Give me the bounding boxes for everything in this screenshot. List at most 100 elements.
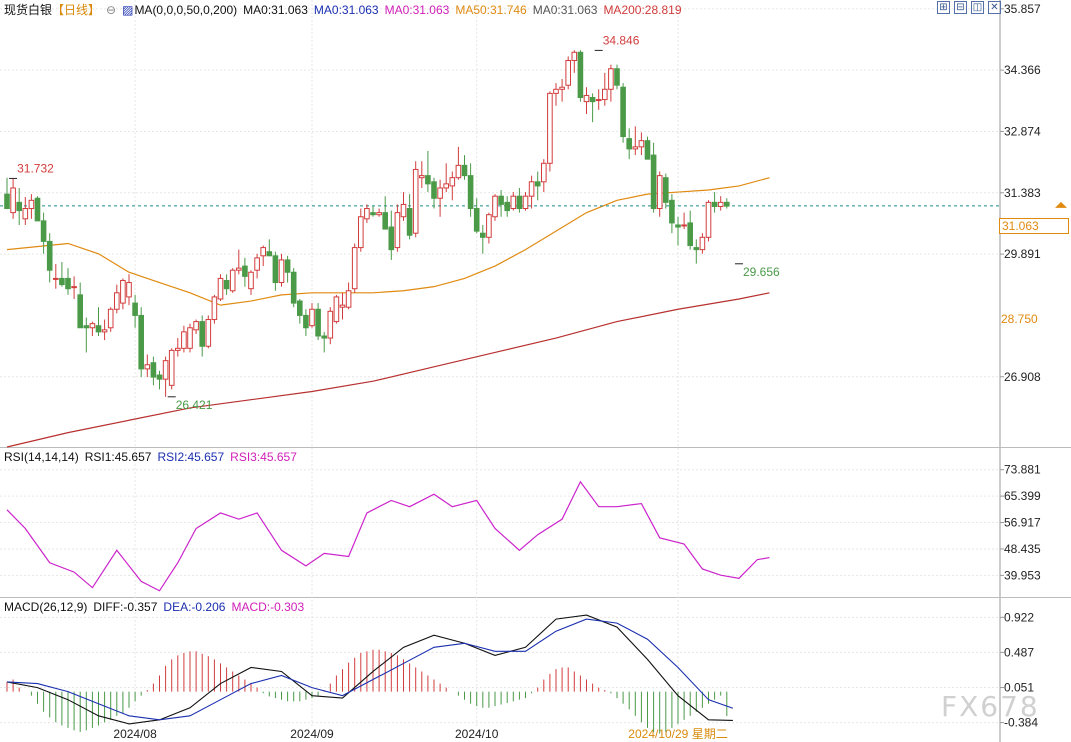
candle-body xyxy=(406,208,413,236)
candle-body xyxy=(388,226,395,251)
price-axis-tick-label: 35.857 xyxy=(1004,2,1041,16)
candle-body xyxy=(656,175,663,210)
candle-body xyxy=(242,265,248,277)
macd-dea-line xyxy=(6,618,734,721)
price-axis-tick-label: 26.908 xyxy=(1004,370,1041,384)
candle-body xyxy=(290,271,297,304)
candle-body xyxy=(333,296,340,323)
period-label[interactable]: 【日线】 xyxy=(52,3,101,17)
candle-body xyxy=(541,162,547,183)
extreme-label: 29.656 xyxy=(743,265,780,279)
candle-body xyxy=(266,251,273,257)
chart-toolbar: ⊞ ⊟ ◫ ✕ xyxy=(937,1,1001,14)
candle-body xyxy=(425,175,431,185)
rsi-axis-tick-label: 65.399 xyxy=(1004,489,1041,503)
restore-icon[interactable]: ◫ xyxy=(971,1,984,14)
candle-body xyxy=(650,154,657,210)
candle-body xyxy=(534,181,541,187)
date-label: 2024/08 xyxy=(113,727,157,741)
candle-body xyxy=(711,201,718,207)
macd-settings[interactable]: MACD(26,12,9) xyxy=(4,600,88,614)
candle-body xyxy=(71,286,77,289)
rsi-settings[interactable]: RSI(14,14,14) xyxy=(4,450,79,464)
candle-body xyxy=(229,269,236,292)
candle-body xyxy=(449,177,456,187)
rsi-axis-tick-label: 56.917 xyxy=(1004,516,1041,530)
rsi-axis-tick-label: 48.435 xyxy=(1004,542,1041,556)
candle-body xyxy=(620,86,626,138)
ma-settings[interactable]: MA(0,0,0,50,0,200) xyxy=(134,3,238,17)
candle-body xyxy=(376,212,382,216)
rsi-axis-tick-label: 39.953 xyxy=(1004,568,1041,582)
candle-body xyxy=(522,195,529,210)
candle-body xyxy=(553,88,559,94)
candle-body xyxy=(419,175,425,179)
macd-legend: MACD(26,12,9) DIFF:-0.357 DEA:-0.206 MACD:-… xyxy=(4,600,310,614)
macd-axis-tick-label: 0.922 xyxy=(1004,610,1034,624)
candle-body xyxy=(10,187,16,214)
candle-body xyxy=(175,347,181,351)
date-label: 2024/10 xyxy=(455,727,499,741)
candle-body xyxy=(138,314,144,370)
candle-body xyxy=(4,193,10,210)
candle-body xyxy=(528,181,535,197)
candle-body xyxy=(681,224,687,227)
candle-body xyxy=(455,164,462,179)
candle-body xyxy=(437,187,443,199)
zoom-out-icon[interactable]: ⊟ xyxy=(954,1,967,14)
candle-body xyxy=(22,208,29,220)
candle-body xyxy=(589,97,596,103)
indicator-chart-icon[interactable]: ▨ xyxy=(122,3,134,17)
candle-body xyxy=(272,255,279,284)
candle-body xyxy=(443,183,449,189)
macd-item: DIFF:-0.357 xyxy=(93,600,158,614)
candle-body xyxy=(693,247,700,251)
macd-axis-tick-label: 0.487 xyxy=(1004,645,1034,659)
candle-body xyxy=(644,140,651,160)
candle-body xyxy=(315,308,321,337)
settings-icon[interactable]: ⊖ xyxy=(106,3,117,17)
rsi-item: RSI1:45.657 xyxy=(84,450,152,464)
close-icon[interactable]: ✕ xyxy=(988,1,1001,14)
candle-body xyxy=(211,296,218,321)
candle-body xyxy=(199,321,205,347)
candle-body xyxy=(705,201,712,238)
candle-body xyxy=(260,247,266,257)
ma-item: MA0:31.063 xyxy=(243,3,308,17)
candle-body xyxy=(492,195,498,218)
candle-body xyxy=(297,300,303,316)
candle-body xyxy=(217,277,224,300)
candle-body xyxy=(614,68,620,86)
last-price-marker-icon xyxy=(1055,201,1067,208)
candle-body xyxy=(89,323,96,329)
candle-body xyxy=(559,86,565,90)
candle-body xyxy=(339,304,346,308)
candle-body xyxy=(205,319,212,347)
candle-body xyxy=(608,68,614,90)
candle-body xyxy=(595,99,602,102)
zoom-in-icon[interactable]: ⊞ xyxy=(937,1,950,14)
date-label: 2024/10/29 星期二 xyxy=(628,727,727,741)
candle-body xyxy=(53,277,59,280)
ma50-line xyxy=(6,177,770,306)
candle-body xyxy=(382,212,388,230)
candle-body xyxy=(583,94,590,103)
candle-body xyxy=(150,362,157,378)
rsi-item: RSI2:45.657 xyxy=(157,450,225,464)
candle-body xyxy=(16,201,22,212)
price-axis-tick-label: 31.383 xyxy=(1004,186,1041,200)
candle-body xyxy=(144,364,151,370)
candle-body xyxy=(95,325,102,333)
candle-body xyxy=(65,277,71,290)
candle-body xyxy=(638,140,645,148)
candle-body xyxy=(577,51,584,99)
rsi-line xyxy=(6,480,770,592)
candle-body xyxy=(83,325,90,329)
candle-body xyxy=(400,203,407,218)
ma-item: MA50:31.746 xyxy=(455,3,527,17)
candle-body xyxy=(480,232,486,238)
candle-body xyxy=(412,168,419,234)
candle-body xyxy=(626,138,633,150)
